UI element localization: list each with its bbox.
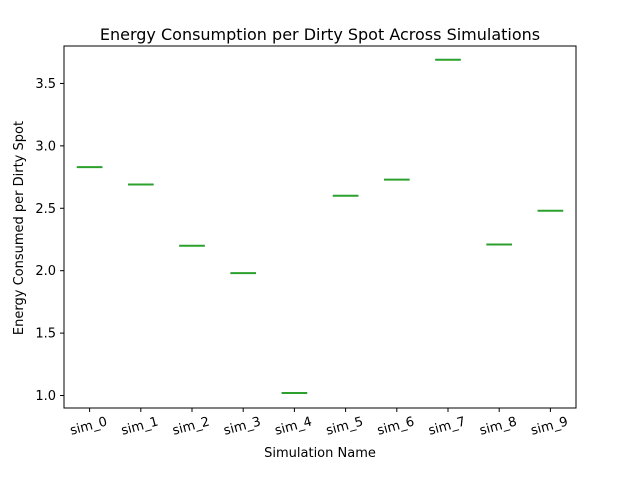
- y-tick-label: 2.0: [35, 264, 56, 279]
- x-tick-label: sim_8: [478, 414, 518, 438]
- x-tick-label: sim_0: [68, 414, 108, 438]
- chart-title: Energy Consumption per Dirty Spot Across…: [100, 25, 540, 44]
- y-axis: 1.0 1.5 2.0 2.5 3.0 3.5: [35, 77, 64, 404]
- x-tick-label: sim_6: [376, 414, 416, 438]
- x-tick-label: sim_2: [171, 414, 211, 438]
- plot-frame: [63, 45, 577, 409]
- boxes: [76, 58, 564, 395]
- x-axis-label: Simulation Name: [264, 446, 376, 461]
- y-tick-label: 1.5: [35, 327, 56, 342]
- x-tick-label: sim_9: [529, 414, 569, 438]
- x-tick-label: sim_1: [120, 414, 160, 438]
- x-tick-label: sim_3: [222, 414, 262, 438]
- x-axis: sim_0 sim_1 sim_2 sim_3 sim_4 sim_5 sim_6 sim_7…: [68, 408, 570, 439]
- y-tick-label: 1.0: [35, 389, 56, 404]
- x-tick-label: sim_7: [427, 414, 467, 438]
- x-tick-label: sim_4: [273, 414, 313, 438]
- y-tick-label: 3.0: [35, 139, 56, 154]
- y-tick-label: 3.5: [35, 77, 56, 92]
- y-tick-label: 2.5: [35, 202, 56, 217]
- x-tick-label: sim_5: [324, 414, 364, 438]
- y-axis-label: Energy Consumed per Dirty Spot: [12, 121, 27, 335]
